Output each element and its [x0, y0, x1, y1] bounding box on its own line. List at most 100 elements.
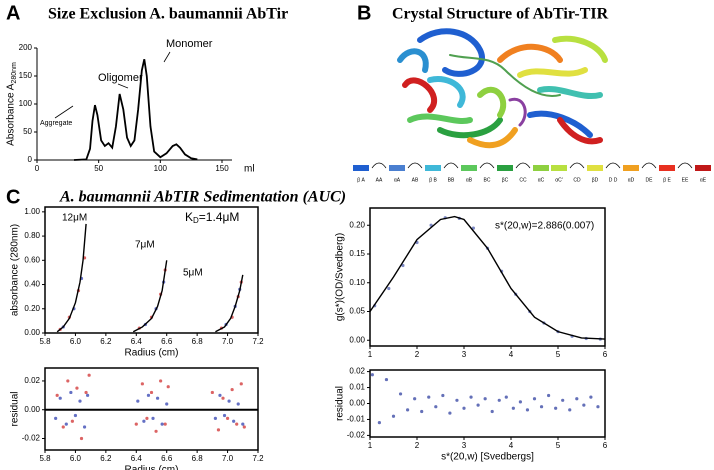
ss-label: αB — [466, 177, 473, 183]
y-tick-label: 0.01 — [349, 383, 365, 392]
y-tick-label: -0.01 — [347, 415, 366, 424]
data-point — [160, 422, 164, 426]
x-tick-label: 1 — [368, 350, 373, 359]
data-point — [66, 379, 70, 383]
ss-label: CC — [519, 177, 527, 183]
data-point — [216, 428, 221, 432]
data-point — [154, 429, 158, 433]
loop — [641, 162, 657, 169]
data-point — [384, 377, 389, 382]
ss-label: CD — [573, 177, 581, 183]
data-point — [232, 419, 236, 423]
y-tick-label: 0.00 — [24, 405, 40, 414]
x-tick-label: 4 — [509, 350, 514, 359]
data-point — [222, 413, 227, 418]
ss-segment — [461, 165, 477, 171]
data-point — [401, 263, 405, 268]
data-point — [84, 390, 88, 395]
ss-segment — [659, 165, 675, 171]
data-point — [166, 385, 170, 389]
x-tick-label: 5 — [556, 441, 561, 450]
y-axis-label: residual — [335, 386, 346, 421]
x-tick-label: 6 — [603, 441, 608, 450]
y-tick-label: 0.40 — [24, 280, 40, 289]
ss-label: αE — [700, 177, 707, 183]
x-tick-label: 7.0 — [222, 337, 234, 346]
y-tick-label: -0.02 — [22, 434, 41, 443]
data-point — [469, 395, 473, 399]
data-line — [73, 59, 198, 161]
data-point — [145, 416, 149, 420]
loop — [515, 162, 531, 169]
y-axis-label: Absorbance A280nm — [6, 62, 18, 146]
x-tick-label: 6.2 — [100, 337, 112, 346]
data-point — [532, 397, 537, 401]
data-point — [61, 425, 65, 429]
data-point — [136, 399, 140, 403]
ss-segment — [533, 165, 549, 171]
data-point — [518, 400, 523, 404]
ss-label: αD — [628, 177, 635, 183]
data-point — [370, 373, 374, 377]
data-point — [78, 399, 82, 403]
y-tick-label: 0.02 — [24, 376, 40, 385]
kd-sub: D — [193, 216, 199, 225]
annotation-pointers — [54, 51, 171, 119]
data-point — [159, 379, 163, 383]
ss-label: αC — [538, 177, 545, 183]
x-tick-label: 6.4 — [131, 454, 143, 463]
data-point — [568, 408, 572, 412]
y-tick-label: 0 — [28, 155, 33, 164]
data-point — [476, 403, 480, 407]
data-point — [225, 416, 230, 420]
data-point — [582, 403, 586, 407]
data-point — [236, 402, 240, 406]
y-tick-label: 0.00 — [349, 335, 365, 344]
plot-frame — [369, 369, 606, 438]
y-tick-label: 0.60 — [24, 255, 40, 264]
y-tick-label: 0.00 — [24, 328, 40, 337]
data-point — [87, 373, 91, 377]
ss-label: EE — [682, 177, 689, 183]
data-point — [134, 422, 138, 426]
y-axis-label: g(s*)(OD/Svedberg) — [335, 233, 346, 321]
protein-structure — [397, 28, 608, 149]
data-point — [539, 405, 544, 409]
x-tick-label: 4 — [509, 441, 514, 450]
data-point — [227, 399, 231, 403]
x-tick-label: 100 — [154, 164, 168, 173]
data-point — [490, 409, 494, 414]
x-tick-label: 50 — [94, 164, 103, 173]
ss-segment — [623, 165, 639, 171]
x-tick-label: 6.0 — [70, 337, 82, 346]
annotation: s*(20,w)=2.886(0.007) — [495, 221, 594, 232]
data-point — [547, 393, 551, 398]
plot-frame — [369, 207, 606, 347]
data-point — [54, 416, 58, 420]
kd-label: KD=1.4μM — [185, 210, 239, 225]
data-point — [406, 408, 410, 412]
ss-label: AB — [412, 177, 419, 183]
x-tick-label: 6.2 — [100, 454, 112, 463]
x-tick-label: 5 — [556, 350, 561, 359]
annotation: 7μM — [135, 240, 155, 251]
x-tick-label: 150 — [215, 164, 229, 173]
y-tick-label: 50 — [23, 127, 32, 136]
structure-title: Crystal Structure of AbTir-TIR — [392, 6, 609, 23]
data-point — [483, 397, 487, 401]
x-tick-label: 6.8 — [192, 454, 204, 463]
x-axis-label: s*(20,w) [Svedbergs] — [441, 452, 534, 463]
data-point — [140, 382, 144, 386]
x-axis-label: ml — [244, 164, 255, 175]
ss-segment — [587, 165, 603, 171]
loop — [371, 162, 387, 169]
data-line — [56, 223, 87, 333]
x-tick-label: 2 — [415, 350, 420, 359]
y-tick-label: 0.15 — [349, 249, 365, 258]
ss-label: βC — [502, 177, 509, 183]
ss-label: βD — [592, 177, 599, 183]
x-tick-label: 5.8 — [39, 337, 51, 346]
ss-segment — [551, 165, 567, 171]
x-tick-label: 0 — [35, 164, 40, 173]
y-axis-label-sub: 280nm — [11, 62, 18, 84]
